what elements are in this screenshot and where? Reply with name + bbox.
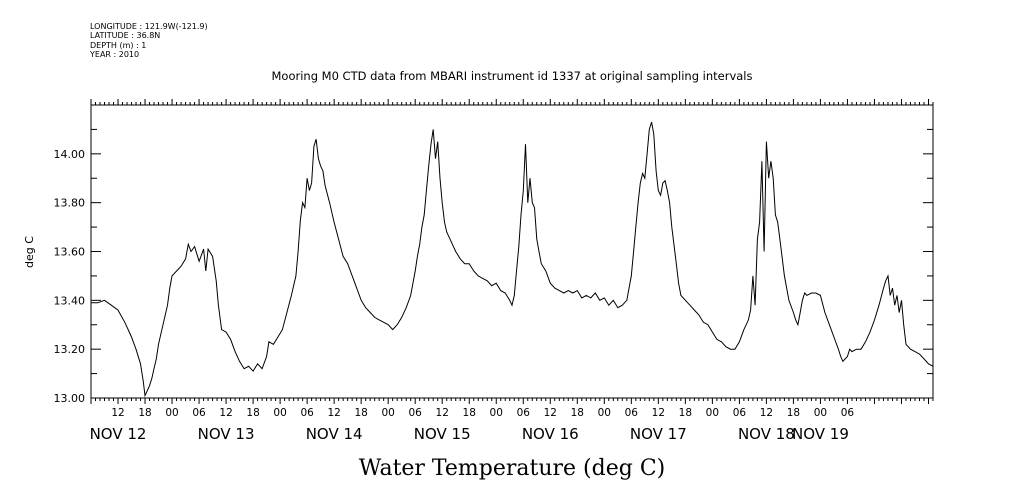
x-hour-label: 06 xyxy=(192,407,206,419)
x-day-label: NOV 12 xyxy=(90,425,147,443)
x-hour-label: 18 xyxy=(787,407,800,419)
longitude-label: LONGITUDE : 121.9W(-121.9) xyxy=(90,22,208,31)
minor-ticks xyxy=(90,99,934,404)
x-hour-label: 00 xyxy=(273,407,286,419)
x-hour-label: 06 xyxy=(625,407,639,419)
y-tick-label: 14.00 xyxy=(54,148,86,161)
x-hour-label: 00 xyxy=(381,407,394,419)
x-hour-label: 18 xyxy=(138,407,151,419)
x-day-label: NOV 17 xyxy=(630,425,687,443)
series-line xyxy=(91,121,934,398)
x-hour-label: 06 xyxy=(517,407,531,419)
x-hour-label: 12 xyxy=(111,407,124,419)
x-hour-label: 00 xyxy=(706,407,719,419)
y-axis: 13.00 13.20 13.40 13.60 13.80 14.00 xyxy=(54,104,933,405)
x-hour-label: 06 xyxy=(300,407,314,419)
x-hour-label: 00 xyxy=(598,407,611,419)
x-day-label: NOV 16 xyxy=(522,425,579,443)
x-day-label: NOV 13 xyxy=(198,425,255,443)
plot-frame xyxy=(90,104,934,399)
x-hour-label: 12 xyxy=(219,407,232,419)
x-hour-label: 00 xyxy=(490,407,503,419)
x-hour-label: 18 xyxy=(354,407,367,419)
latitude-label: LATITUDE : 36.8N xyxy=(90,31,161,41)
x-hour-label: 12 xyxy=(327,407,340,419)
y-tick-label: 13.20 xyxy=(54,343,86,356)
x-hour-label: 12 xyxy=(760,407,773,419)
x-hour-label: 18 xyxy=(246,407,259,419)
chart-title: Mooring M0 CTD data from MBARI instrumen… xyxy=(272,69,753,83)
y-tick-label: 13.80 xyxy=(54,197,86,210)
x-axis: 12 18 00 06 12 18 00 06 12 18 00 06 12 18 00 06 12 18 00 06… xyxy=(90,407,855,443)
x-day-label: NOV 19 xyxy=(792,425,849,443)
x-hour-label: 06 xyxy=(409,407,423,419)
y-axis-label: deg C xyxy=(23,236,36,268)
metadata-block: LONGITUDE : 121.9W(-121.9) LATITUDE : 36… xyxy=(90,22,208,60)
y-tick-label: 13.60 xyxy=(54,246,86,259)
x-day-label: NOV 14 xyxy=(306,425,363,443)
x-hour-label: 12 xyxy=(652,407,665,419)
x-hour-label: 06 xyxy=(733,407,747,419)
x-hour-label: 18 xyxy=(679,407,692,419)
x-axis-label: Water Temperature (deg C) xyxy=(359,456,666,481)
x-hour-label: 06 xyxy=(841,407,855,419)
x-hour-label: 12 xyxy=(544,407,557,419)
year-label: YEAR : 2010 xyxy=(90,50,140,60)
x-hour-label: 00 xyxy=(814,407,827,419)
x-hour-label: 00 xyxy=(165,407,178,419)
x-hour-label: 18 xyxy=(571,407,584,419)
x-hour-label: 18 xyxy=(463,407,476,419)
y-tick-label: 13.00 xyxy=(54,392,86,405)
x-hour-label: 12 xyxy=(436,407,449,419)
x-day-label: NOV 18 xyxy=(738,425,795,443)
x-day-label: NOV 15 xyxy=(414,425,471,443)
depth-label: DEPTH (m) : 1 xyxy=(90,40,147,50)
y-tick-label: 13.40 xyxy=(54,294,86,307)
